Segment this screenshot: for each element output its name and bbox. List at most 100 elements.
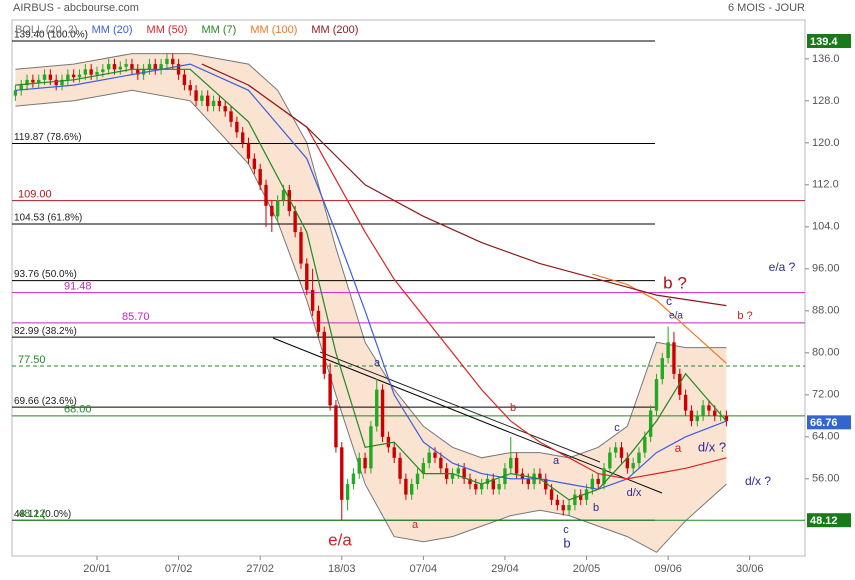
annotation: b bbox=[510, 402, 516, 414]
candle-body bbox=[211, 100, 216, 107]
candle-body bbox=[427, 452, 431, 464]
y-tick-label: 88.00 bbox=[812, 305, 840, 317]
legend-entry: MM (50) bbox=[147, 24, 188, 36]
candle-body bbox=[654, 379, 659, 411]
annotation: c bbox=[666, 294, 672, 308]
candle-body bbox=[345, 484, 350, 500]
legend-entry: MM (7) bbox=[201, 24, 236, 36]
price-tag bbox=[807, 33, 851, 48]
ma-line bbox=[15, 63, 727, 490]
candle-body bbox=[194, 90, 198, 101]
annotation: c bbox=[614, 422, 620, 434]
annotation: d/x ? bbox=[745, 474, 771, 488]
candle-body bbox=[118, 66, 123, 70]
candle-body bbox=[124, 64, 128, 67]
candle-body bbox=[165, 58, 169, 65]
candle-body bbox=[514, 457, 519, 474]
candle-body bbox=[25, 79, 29, 86]
candle-body bbox=[468, 478, 472, 485]
candle-body bbox=[316, 310, 321, 332]
x-tick-label: 18/03 bbox=[328, 563, 356, 575]
fib-label: 48.12 (0.0%) bbox=[14, 509, 71, 520]
candle-body bbox=[136, 69, 140, 75]
candle-body bbox=[258, 169, 262, 185]
y-tick-label: 128.0 bbox=[812, 95, 840, 107]
chart-title: AIRBUS - abcbourse.com bbox=[13, 2, 139, 14]
candle-body bbox=[538, 473, 542, 479]
candle-body bbox=[398, 457, 402, 479]
candle-body bbox=[660, 358, 665, 380]
candle-body bbox=[305, 263, 309, 290]
y-tick-label: 64.00 bbox=[812, 431, 840, 443]
candle-body bbox=[549, 489, 554, 500]
candle-body bbox=[386, 436, 391, 448]
candle-body bbox=[462, 468, 466, 479]
candle-body bbox=[31, 79, 35, 83]
y-tick-label: 72.00 bbox=[812, 389, 840, 401]
candle-body bbox=[19, 85, 23, 91]
candle-body bbox=[101, 69, 105, 72]
y-tick-label: 96.00 bbox=[812, 263, 840, 275]
candle-body bbox=[474, 484, 478, 490]
candle-body bbox=[689, 410, 694, 422]
candle-body bbox=[322, 331, 326, 374]
candle-body bbox=[421, 463, 426, 474]
candle-body bbox=[240, 132, 245, 143]
candle-body bbox=[83, 69, 88, 75]
candle-body bbox=[648, 410, 653, 437]
x-tick-label: 27/02 bbox=[246, 563, 274, 575]
annotation: e/a bbox=[328, 530, 352, 549]
candle-body bbox=[357, 457, 361, 474]
candle-body bbox=[310, 289, 315, 311]
y-tick-label: 112.0 bbox=[812, 179, 839, 191]
annotation: b ? bbox=[663, 273, 687, 292]
fib-label: 104.53 (61.8%) bbox=[14, 213, 82, 224]
candle-body bbox=[246, 142, 251, 159]
candle-body bbox=[293, 211, 297, 233]
candle-body bbox=[561, 505, 565, 511]
candle-body bbox=[380, 389, 385, 437]
candle-body bbox=[112, 64, 117, 70]
candle-body bbox=[718, 415, 723, 417]
candle-body bbox=[701, 405, 705, 416]
annotation: a bbox=[675, 441, 682, 455]
price-level-label: 91.48 bbox=[64, 280, 92, 292]
price-tag-label: 48.12 bbox=[810, 515, 838, 527]
candle-body bbox=[328, 373, 332, 406]
candle-body bbox=[275, 200, 280, 217]
candle-body bbox=[509, 457, 513, 469]
candle-body bbox=[287, 190, 292, 212]
candle-body bbox=[66, 74, 70, 80]
candle-body bbox=[71, 74, 76, 78]
x-tick-label: 07/04 bbox=[410, 563, 438, 575]
candle-body bbox=[340, 447, 344, 500]
ma-line bbox=[15, 68, 727, 501]
candle-body bbox=[608, 452, 612, 469]
candle-body bbox=[363, 457, 367, 469]
candle-body bbox=[270, 205, 274, 217]
candle-body bbox=[281, 190, 286, 201]
candle-body bbox=[153, 64, 157, 70]
y-tick-label: 80.00 bbox=[812, 347, 840, 359]
price-level-label: 109.00 bbox=[18, 188, 52, 200]
candle-body bbox=[619, 447, 624, 458]
legend-entry: MM (20) bbox=[92, 24, 133, 36]
candle-body bbox=[375, 389, 379, 427]
x-tick-label: 20/05 bbox=[573, 563, 601, 575]
candle-body bbox=[544, 478, 548, 490]
candle-body bbox=[130, 64, 134, 70]
price-level-label: 48.12 bbox=[18, 508, 46, 520]
candle-body bbox=[450, 473, 455, 479]
candle-body bbox=[252, 158, 257, 170]
annotation: a bbox=[553, 455, 560, 467]
y-tick-label: 136.0 bbox=[812, 53, 840, 65]
price-level-label: 68.00 bbox=[64, 404, 92, 416]
candle-body bbox=[631, 463, 635, 469]
annotation: a bbox=[412, 519, 419, 531]
candle-body bbox=[229, 111, 233, 122]
candle-body bbox=[106, 64, 111, 70]
y-tick-label: 56.00 bbox=[812, 473, 840, 485]
candle-body bbox=[567, 505, 571, 511]
candle-body bbox=[48, 74, 53, 80]
